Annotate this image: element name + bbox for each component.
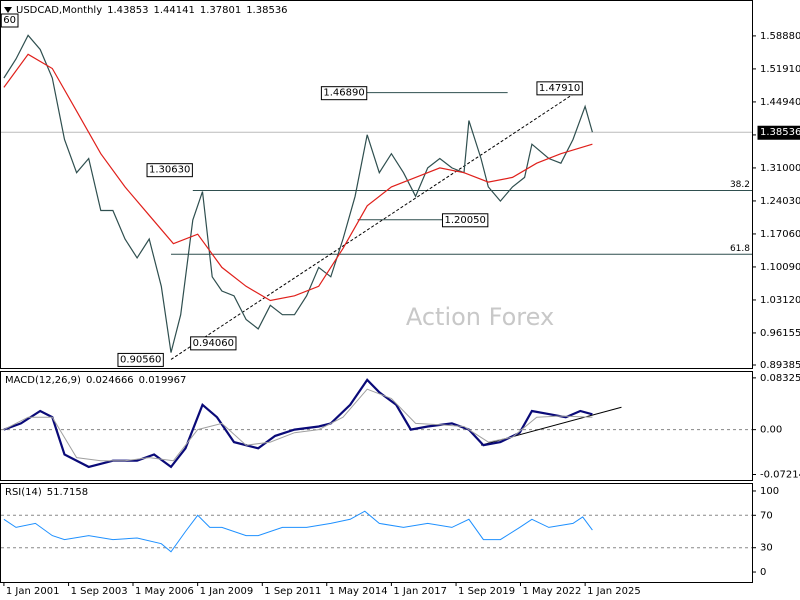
price-annotation: 1.20050 [444, 215, 485, 226]
y-tick-label: 0.89385 [760, 360, 800, 371]
pane-header: USDCAD,Monthly [16, 5, 102, 16]
y-tick-label: 1.10090 [760, 262, 800, 273]
trendline [170, 87, 583, 360]
x-tick-label: 1 May 2014 [329, 586, 388, 597]
series-line [3, 34, 593, 353]
last-price-label: 1.38536 [760, 127, 800, 138]
pane-header: 1.43853 [107, 5, 148, 16]
y-tick-label: 30 [760, 543, 773, 554]
x-tick-label: 1 Jan 2017 [393, 586, 447, 597]
y-tick-label: 1.31000 [760, 163, 800, 174]
y-tick-label: 0.96155 [760, 328, 800, 339]
series-line [3, 378, 593, 469]
x-tick-label: 1 Sep 2011 [264, 586, 321, 597]
price-annotation: 1.47910 [539, 83, 580, 94]
x-tick-label: 1 May 2006 [135, 586, 194, 597]
pane-header: 51.7158 [47, 487, 88, 498]
price-annotation: 1.46890 [323, 88, 364, 99]
price-annotation: 0.90560 [120, 354, 161, 365]
x-tick-label: 1 Sep 2019 [458, 586, 515, 597]
pane-header: 1.38536 [246, 5, 287, 16]
menu-icon [4, 7, 12, 13]
label-box [146, 163, 193, 178]
y-tick-label: 1.44940 [760, 97, 800, 108]
y-tick-label: 1.17060 [760, 229, 800, 240]
y-tick-label: 1.58880 [760, 31, 800, 42]
fib-label: 61.8 [730, 244, 750, 254]
y-tick-label: 100 [760, 486, 779, 497]
y-tick-label: 1.03120 [760, 295, 800, 306]
x-tick-label: 1 Jan 2009 [200, 586, 254, 597]
rsi-pane [0, 483, 753, 583]
price-annotation: 0.94060 [193, 338, 234, 349]
pane-header: 1.44141 [153, 5, 194, 16]
x-tick-label: 1 Sep 2003 [71, 586, 128, 597]
y-tick-label: 1.51910 [760, 64, 800, 75]
y-tick-label: 0 [760, 567, 766, 578]
pane-header: 0.019967 [139, 375, 187, 386]
price-annotation: 1.30630 [149, 165, 190, 176]
label-box [441, 213, 489, 228]
x-tick-label: 1 Jan 2001 [6, 586, 60, 597]
pane-header: 0.024666 [86, 375, 134, 386]
y-tick-label: 70 [760, 510, 773, 521]
series-line [3, 510, 593, 553]
label-box [757, 125, 800, 140]
label-box [320, 86, 368, 101]
x-tick-label: 1 May 2022 [522, 586, 581, 597]
label-box [190, 336, 237, 351]
label-box [0, 13, 19, 28]
pane-header: 1.37801 [200, 5, 241, 16]
macd-pane [0, 371, 753, 481]
series-line [3, 388, 593, 462]
pane-header: MACD(12,26,9) [5, 375, 81, 386]
x-tick-label: 1 Jan 2025 [587, 586, 641, 597]
y-tick-label: 0.00 [760, 425, 782, 436]
label-box [117, 352, 164, 367]
label-box [536, 81, 583, 96]
pane-header: RSI(14) [5, 487, 42, 498]
watermark: Action Forex [406, 303, 554, 331]
y-tick-label: 0.083255 [760, 373, 800, 384]
y-tick-label: -0.072148 [760, 469, 800, 480]
corner-label: 60 [3, 15, 16, 26]
fib-label: 38.2 [730, 180, 750, 190]
y-tick-label: 1.24030 [760, 196, 800, 207]
series-line [3, 53, 593, 302]
price-pane [0, 0, 753, 369]
